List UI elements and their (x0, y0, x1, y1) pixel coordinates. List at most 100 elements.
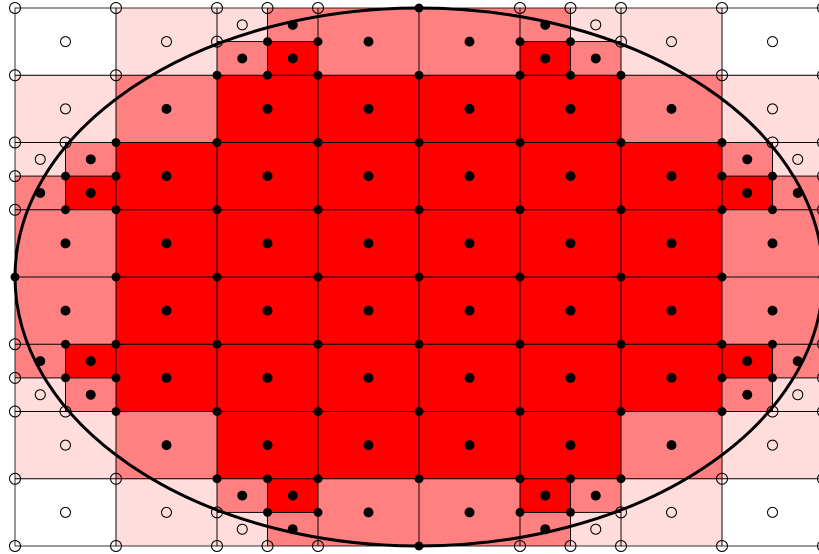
vertex (616, 474, 626, 484)
vertex (212, 272, 222, 282)
vertex (768, 205, 777, 215)
center-point (363, 507, 374, 518)
vertex (212, 70, 222, 80)
cell-border (721, 478, 819, 547)
vertex (717, 272, 727, 282)
center-point (363, 36, 374, 47)
center-point (161, 171, 172, 182)
vertex-outside (110, 472, 122, 485)
vertex (313, 37, 323, 47)
vertex (313, 138, 323, 147)
vertex (616, 339, 626, 349)
points (9, 2, 819, 552)
vertex-outside (211, 540, 223, 552)
vertex-outside (564, 540, 577, 552)
vertex-outside (312, 2, 324, 14)
cell (15, 377, 66, 412)
vertex-outside (817, 474, 819, 484)
vertex-outside (817, 541, 819, 551)
cell (15, 411, 116, 479)
center-point (742, 356, 753, 367)
vertex (515, 474, 525, 484)
center-point-outside (666, 36, 677, 48)
center-point (287, 490, 298, 501)
vertex (616, 138, 626, 147)
center-point (464, 36, 475, 47)
vertex (515, 407, 525, 416)
vertex (566, 474, 575, 484)
vertex-outside (9, 371, 21, 384)
center-point (85, 356, 96, 367)
center-point (742, 389, 753, 400)
center-point (60, 305, 71, 316)
vertex (111, 407, 121, 416)
vertex-outside (110, 69, 122, 82)
vertex-outside (9, 170, 21, 183)
vertex-outside (110, 2, 122, 14)
vertex-outside (817, 3, 819, 13)
cell (15, 142, 66, 177)
center-point (363, 372, 374, 383)
center-point (35, 356, 46, 367)
center-point-outside (34, 153, 46, 165)
vertex (61, 339, 70, 349)
vertex-outside (9, 472, 21, 485)
vertex (414, 138, 424, 147)
center-point (262, 440, 273, 451)
vertex-outside (817, 407, 819, 416)
vertex (515, 138, 525, 147)
center-point (262, 171, 273, 182)
center-point (60, 238, 71, 249)
vertex-outside (110, 540, 122, 552)
vertex (111, 272, 121, 282)
cell (116, 478, 217, 546)
vertex (111, 205, 121, 215)
center-point (767, 305, 778, 316)
vertex-outside (9, 69, 21, 82)
vertex (414, 70, 424, 80)
cell (722, 8, 819, 76)
center-point (565, 238, 576, 249)
vertex (111, 138, 121, 147)
vertex (61, 373, 70, 383)
center-point (590, 53, 601, 64)
center-point-outside (767, 36, 778, 48)
vertex-outside (817, 339, 819, 349)
center-point-outside (666, 506, 677, 518)
center-point (363, 171, 374, 182)
vertex-outside (9, 338, 21, 351)
center-point (262, 305, 273, 316)
vertex (61, 205, 70, 215)
center-point (237, 490, 248, 501)
vertex (111, 171, 121, 181)
center-point (161, 440, 172, 451)
vertex (616, 407, 626, 416)
center-point (237, 53, 248, 64)
center-point (464, 238, 475, 249)
vertex-outside (59, 136, 72, 149)
vertex (313, 70, 323, 80)
center-point (85, 389, 96, 400)
center-point-outside (161, 506, 172, 518)
vertex (768, 373, 777, 383)
center-point (161, 103, 172, 114)
vertex (566, 507, 575, 517)
center-point (464, 372, 475, 383)
center-point (792, 187, 803, 198)
cell (772, 377, 819, 412)
center-point-outside (236, 523, 248, 535)
vertex-outside (817, 373, 819, 383)
vertex-outside (261, 540, 274, 552)
center-point-outside (60, 439, 71, 451)
center-point (161, 238, 172, 249)
vertex-outside (615, 506, 627, 519)
center-point (666, 103, 677, 114)
vertex (616, 272, 626, 282)
center-point-outside (34, 389, 46, 401)
center-point (85, 154, 96, 165)
vertex (263, 507, 272, 517)
vertex-outside (716, 2, 728, 14)
vertex (515, 70, 525, 80)
vertex (414, 541, 424, 551)
vertex (263, 70, 272, 80)
